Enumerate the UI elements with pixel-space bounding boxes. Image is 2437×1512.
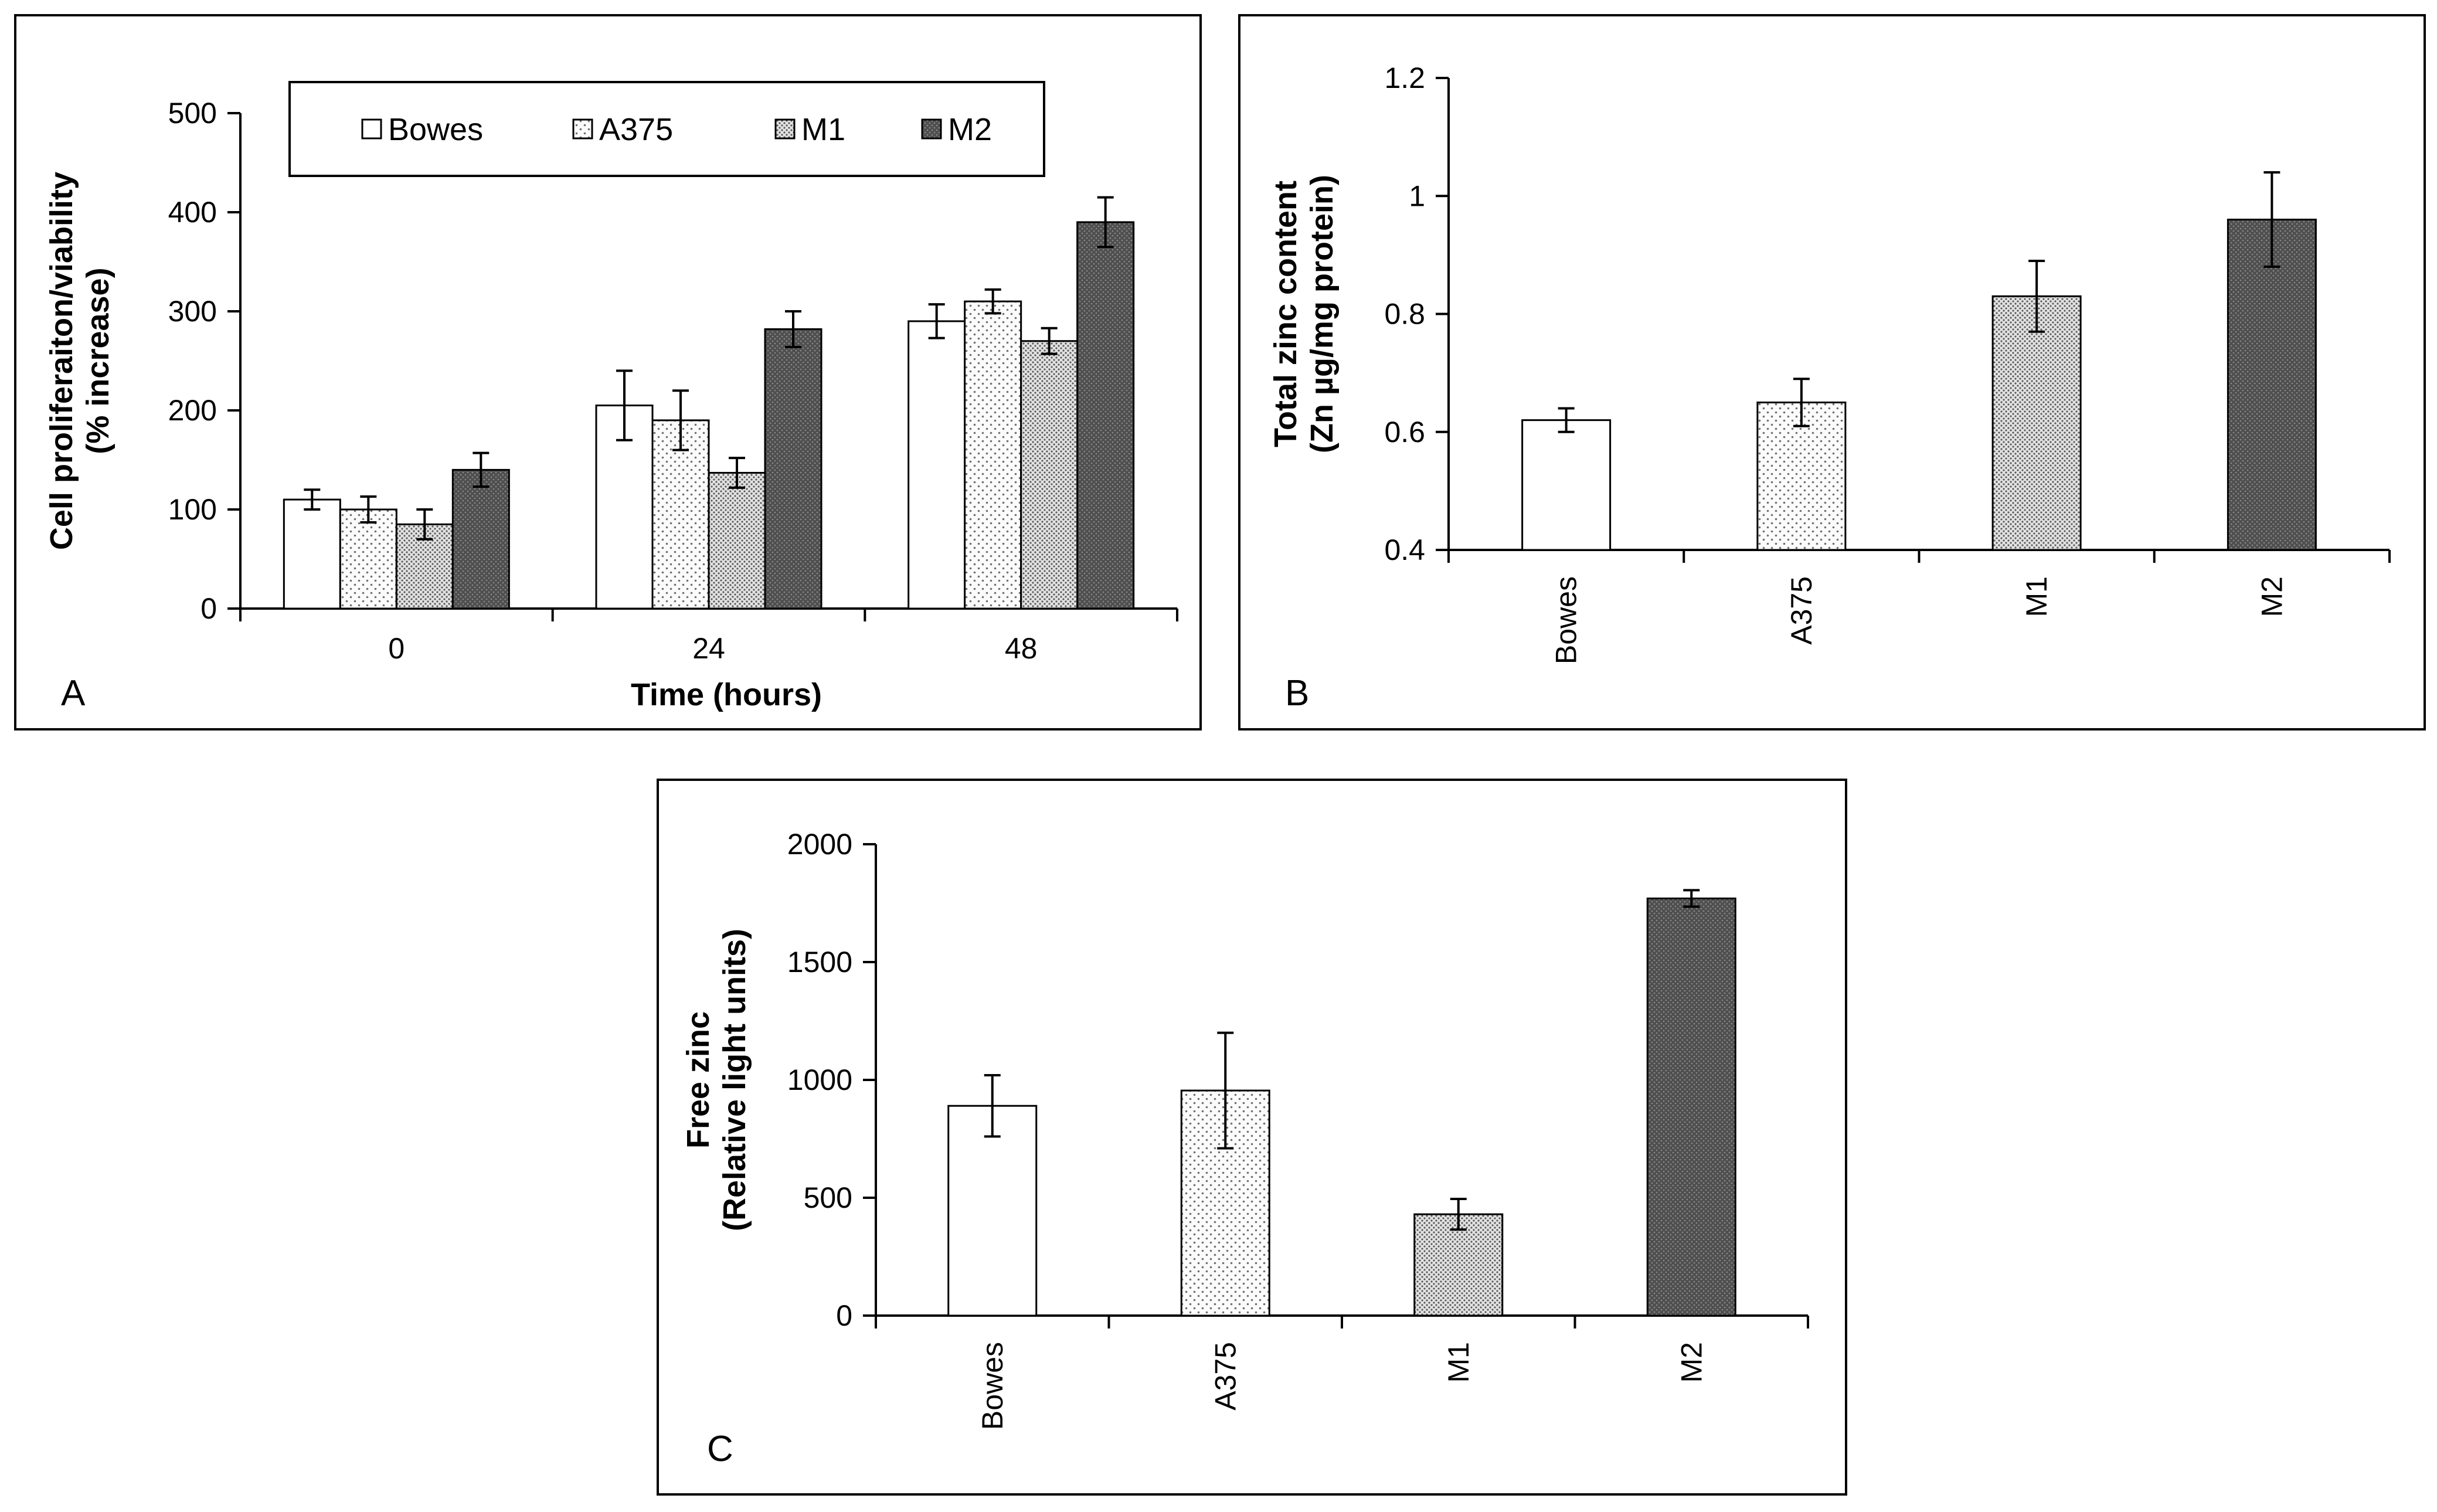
legend-label: Bowes bbox=[388, 112, 483, 147]
legend-label: M1 bbox=[801, 112, 845, 147]
y-tick-label: 1 bbox=[1409, 179, 1425, 212]
panel-label: A bbox=[61, 673, 86, 713]
bar bbox=[1646, 897, 1736, 1317]
chart-a: 0 100 200 300 400 500 Cell proliferaiton/viabi… bbox=[44, 81, 1178, 713]
x-tick-label: 0 bbox=[388, 632, 405, 665]
y-axis-title-line: Free zinc bbox=[681, 1011, 716, 1149]
y-axis-title: Free zinc (Relative light units) bbox=[681, 929, 752, 1231]
y-axis-title-line: Cell proliferaiton/viability bbox=[44, 172, 79, 550]
bar bbox=[1413, 1213, 1504, 1317]
legend-label: A375 bbox=[599, 112, 673, 147]
x-tick-label: 48 bbox=[1005, 632, 1038, 665]
bar bbox=[283, 498, 341, 610]
bar bbox=[764, 328, 822, 610]
bar bbox=[1521, 419, 1612, 551]
y-tick-label: 0 bbox=[200, 592, 217, 625]
legend-swatch bbox=[774, 118, 796, 140]
bar bbox=[708, 471, 766, 610]
legend-swatch bbox=[921, 118, 942, 140]
y-tick-label: 500 bbox=[804, 1181, 852, 1214]
y-tick-label: 0.8 bbox=[1384, 298, 1425, 331]
y-tick-label: 0.4 bbox=[1384, 534, 1425, 566]
y-axis-title: Total zinc content (Zn µg/mg protein) bbox=[1268, 175, 1340, 453]
x-tick-label: Bowes bbox=[976, 1342, 1009, 1430]
bar bbox=[451, 468, 510, 610]
y-tick-label: 1500 bbox=[787, 946, 852, 978]
chart-b: 0.4 0.6 0.8 1 1.2 Total zinc content (Zn µg/mg… bbox=[1268, 62, 2391, 713]
bar bbox=[339, 508, 397, 610]
y-axis-title-line: (Zn µg/mg protein) bbox=[1304, 175, 1340, 453]
legend-box bbox=[288, 81, 1045, 177]
legend-label: M2 bbox=[948, 112, 992, 147]
x-tick-label: A375 bbox=[1209, 1342, 1242, 1411]
legend-swatch bbox=[361, 118, 382, 140]
bar bbox=[1076, 221, 1135, 610]
legend: Bowes A375 M1 M2 bbox=[288, 81, 1045, 177]
x-tick-label: M1 bbox=[1442, 1342, 1475, 1382]
y-tick-label: 200 bbox=[168, 394, 217, 427]
x-axis-title: Time (hours) bbox=[631, 677, 822, 712]
y-axis-title-line: (Relative light units) bbox=[717, 929, 752, 1231]
y-tick-label: 2000 bbox=[787, 828, 852, 861]
panel-c: 0 500 1000 1500 2000 Free zinc (Relative light… bbox=[657, 779, 1847, 1496]
bar bbox=[1991, 295, 2082, 551]
legend-swatch bbox=[572, 118, 593, 140]
bar bbox=[1020, 340, 1079, 610]
y-tick-label: 0.6 bbox=[1384, 416, 1425, 448]
y-tick-label: 300 bbox=[168, 295, 217, 328]
chart-c: 0 500 1000 1500 2000 Free zinc (Relative light… bbox=[681, 828, 1809, 1469]
x-tick-label: 24 bbox=[692, 632, 725, 665]
y-axis-title: Cell proliferaiton/viability (% increase) bbox=[44, 172, 115, 550]
bar bbox=[2227, 219, 2317, 551]
panel-a: 0 100 200 300 400 500 Cell proliferaiton/viabi… bbox=[14, 14, 1202, 730]
panel-label: C bbox=[707, 1429, 733, 1469]
x-tick-label: M2 bbox=[1675, 1342, 1708, 1382]
y-tick-label: 100 bbox=[168, 493, 217, 526]
x-tick-label: Bowes bbox=[1550, 576, 1583, 664]
y-axis-title-line: (% increase) bbox=[80, 267, 115, 454]
y-tick-label: 400 bbox=[168, 196, 217, 229]
y-axis-title-line: Total zinc content bbox=[1268, 181, 1303, 447]
x-tick-label: A375 bbox=[1785, 576, 1818, 645]
panel-label: B bbox=[1285, 673, 1309, 713]
bar bbox=[651, 419, 710, 610]
y-tick-label: 500 bbox=[168, 97, 217, 130]
x-tick-label: M2 bbox=[2255, 576, 2288, 617]
bar bbox=[907, 320, 966, 610]
y-tick-label: 0 bbox=[836, 1299, 852, 1332]
y-tick-label: 1.2 bbox=[1384, 62, 1425, 94]
x-tick-label: M1 bbox=[2020, 576, 2053, 617]
y-tick-label: 1000 bbox=[787, 1064, 852, 1096]
panel-b: 0.4 0.6 0.8 1 1.2 Total zinc content (Zn µg/mg… bbox=[1238, 14, 2426, 730]
bar bbox=[964, 300, 1022, 610]
